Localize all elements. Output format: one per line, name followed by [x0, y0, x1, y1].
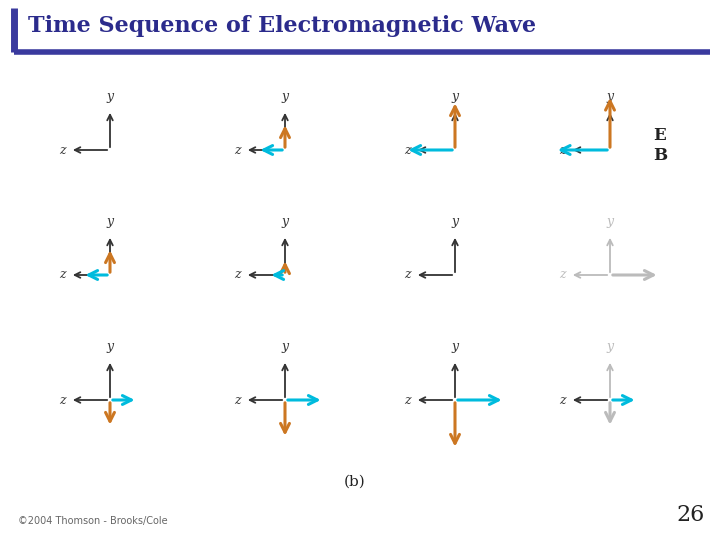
- Text: y: y: [107, 90, 114, 103]
- Text: y: y: [282, 340, 289, 353]
- Text: z: z: [559, 144, 565, 157]
- Text: y: y: [451, 340, 459, 353]
- Text: y: y: [606, 215, 613, 228]
- Text: 26: 26: [677, 504, 705, 526]
- Text: z: z: [559, 268, 565, 281]
- Text: z: z: [234, 144, 240, 157]
- Text: y: y: [107, 215, 114, 228]
- Text: y: y: [451, 90, 459, 103]
- Text: z: z: [234, 268, 240, 281]
- Text: ©2004 Thomson - Brooks/Cole: ©2004 Thomson - Brooks/Cole: [18, 516, 168, 526]
- Text: z: z: [404, 268, 410, 281]
- Text: z: z: [234, 394, 240, 407]
- Text: y: y: [282, 90, 289, 103]
- Text: z: z: [59, 394, 66, 407]
- Text: z: z: [559, 394, 565, 407]
- Text: z: z: [59, 144, 66, 157]
- Text: z: z: [404, 144, 410, 157]
- Text: (b): (b): [344, 475, 366, 489]
- Text: y: y: [451, 215, 459, 228]
- Text: y: y: [606, 340, 613, 353]
- Text: y: y: [282, 215, 289, 228]
- Text: Time Sequence of Electromagnetic Wave: Time Sequence of Electromagnetic Wave: [28, 15, 536, 37]
- Text: E: E: [653, 126, 666, 144]
- Text: y: y: [606, 90, 613, 103]
- Text: z: z: [404, 394, 410, 407]
- Text: z: z: [59, 268, 66, 281]
- Text: B: B: [653, 146, 667, 164]
- Text: y: y: [107, 340, 114, 353]
